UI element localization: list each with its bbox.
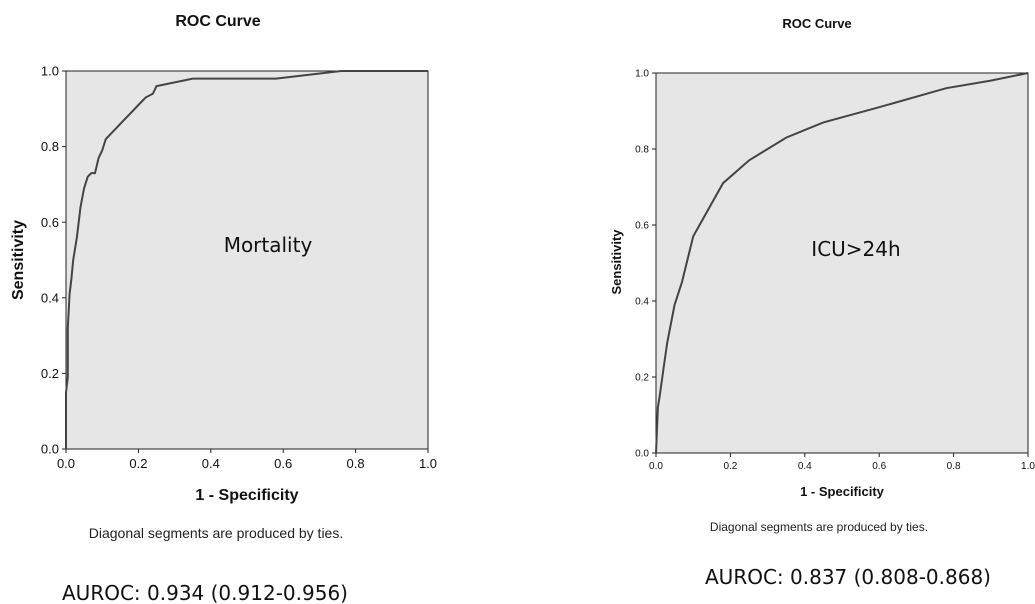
roc-curve-line (65, 70, 428, 449)
x-tick-label: 0.8 (347, 456, 365, 471)
x-axis-label: 1 - Specificity (195, 487, 298, 504)
y-axis-label: Sensitivity (10, 220, 27, 300)
x-axis-label: 1 - Specificity (800, 484, 885, 499)
auroc-footnote: AUROC: 0.934 (0.912-0.956) (62, 581, 348, 604)
y-tick-label: 0.4 (41, 290, 59, 305)
y-axis-label: Sensitivity (609, 229, 624, 295)
y-tick-label: 1.0 (41, 64, 59, 79)
chart-panel-mortality: ROC Curve 0.0 0.2 0.4 0.6 0.8 1.0 0.00.20.40.… (10, 13, 437, 604)
roc-curve-line (655, 72, 1029, 454)
x-axis: 0.0 0.2 0.4 0.6 0.8 1.0 (649, 453, 1035, 472)
chart-panel-icu: ROC Curve 0.0 0.2 0.4 0.6 0.8 1.0 0.00.20.40.… (609, 16, 1035, 589)
y-tick-label: 0.8 (635, 145, 649, 156)
curve-annotation: ICU>24h (811, 237, 900, 261)
ties-note: Diagonal segments are produced by ties. (89, 525, 343, 541)
chart-title: ROC Curve (782, 16, 851, 31)
y-tick-label: 0.0 (635, 449, 649, 460)
y-axis: 0.0 0.2 0.4 0.6 0.8 1.0 (635, 69, 656, 460)
y-tick-label: 0.8 (41, 139, 59, 154)
y-tick-label: 0.0 (41, 442, 59, 457)
x-tick-label: 0.0 (649, 461, 663, 472)
x-tick-label: 1.0 (1021, 461, 1035, 472)
auroc-footnote: AUROC: 0.837 (0.808-0.868) (705, 565, 991, 589)
ties-note: Diagonal segments are produced by ties. (710, 520, 928, 534)
plot-area (65, 70, 429, 450)
x-tick-label: 0.4 (798, 461, 812, 472)
x-tick-label: 0.2 (129, 456, 147, 471)
y-tick-label: 0.2 (635, 373, 649, 384)
curve-annotation: Mortality (224, 233, 313, 257)
y-tick-label: 0.6 (635, 221, 649, 232)
y-axis: 0.0 0.2 0.4 0.6 0.8 1.0 (41, 64, 66, 457)
x-tick-label: 0.6 (872, 461, 886, 472)
chart-title: ROC Curve (175, 13, 260, 30)
y-tick-label: 0.2 (41, 366, 59, 381)
y-tick-label: 0.6 (41, 215, 59, 230)
x-axis: 0.0 0.2 0.4 0.6 0.8 1.0 (57, 449, 437, 471)
x-tick-label: 0.2 (723, 461, 737, 472)
x-tick-label: 0.4 (202, 456, 220, 471)
x-tick-label: 1.0 (419, 456, 437, 471)
y-tick-label: 0.4 (635, 297, 649, 308)
x-tick-label: 0.0 (57, 456, 75, 471)
x-tick-label: 0.6 (274, 456, 292, 471)
x-tick-label: 0.8 (947, 461, 961, 472)
y-tick-label: 1.0 (635, 69, 649, 80)
plot-area (655, 72, 1029, 454)
